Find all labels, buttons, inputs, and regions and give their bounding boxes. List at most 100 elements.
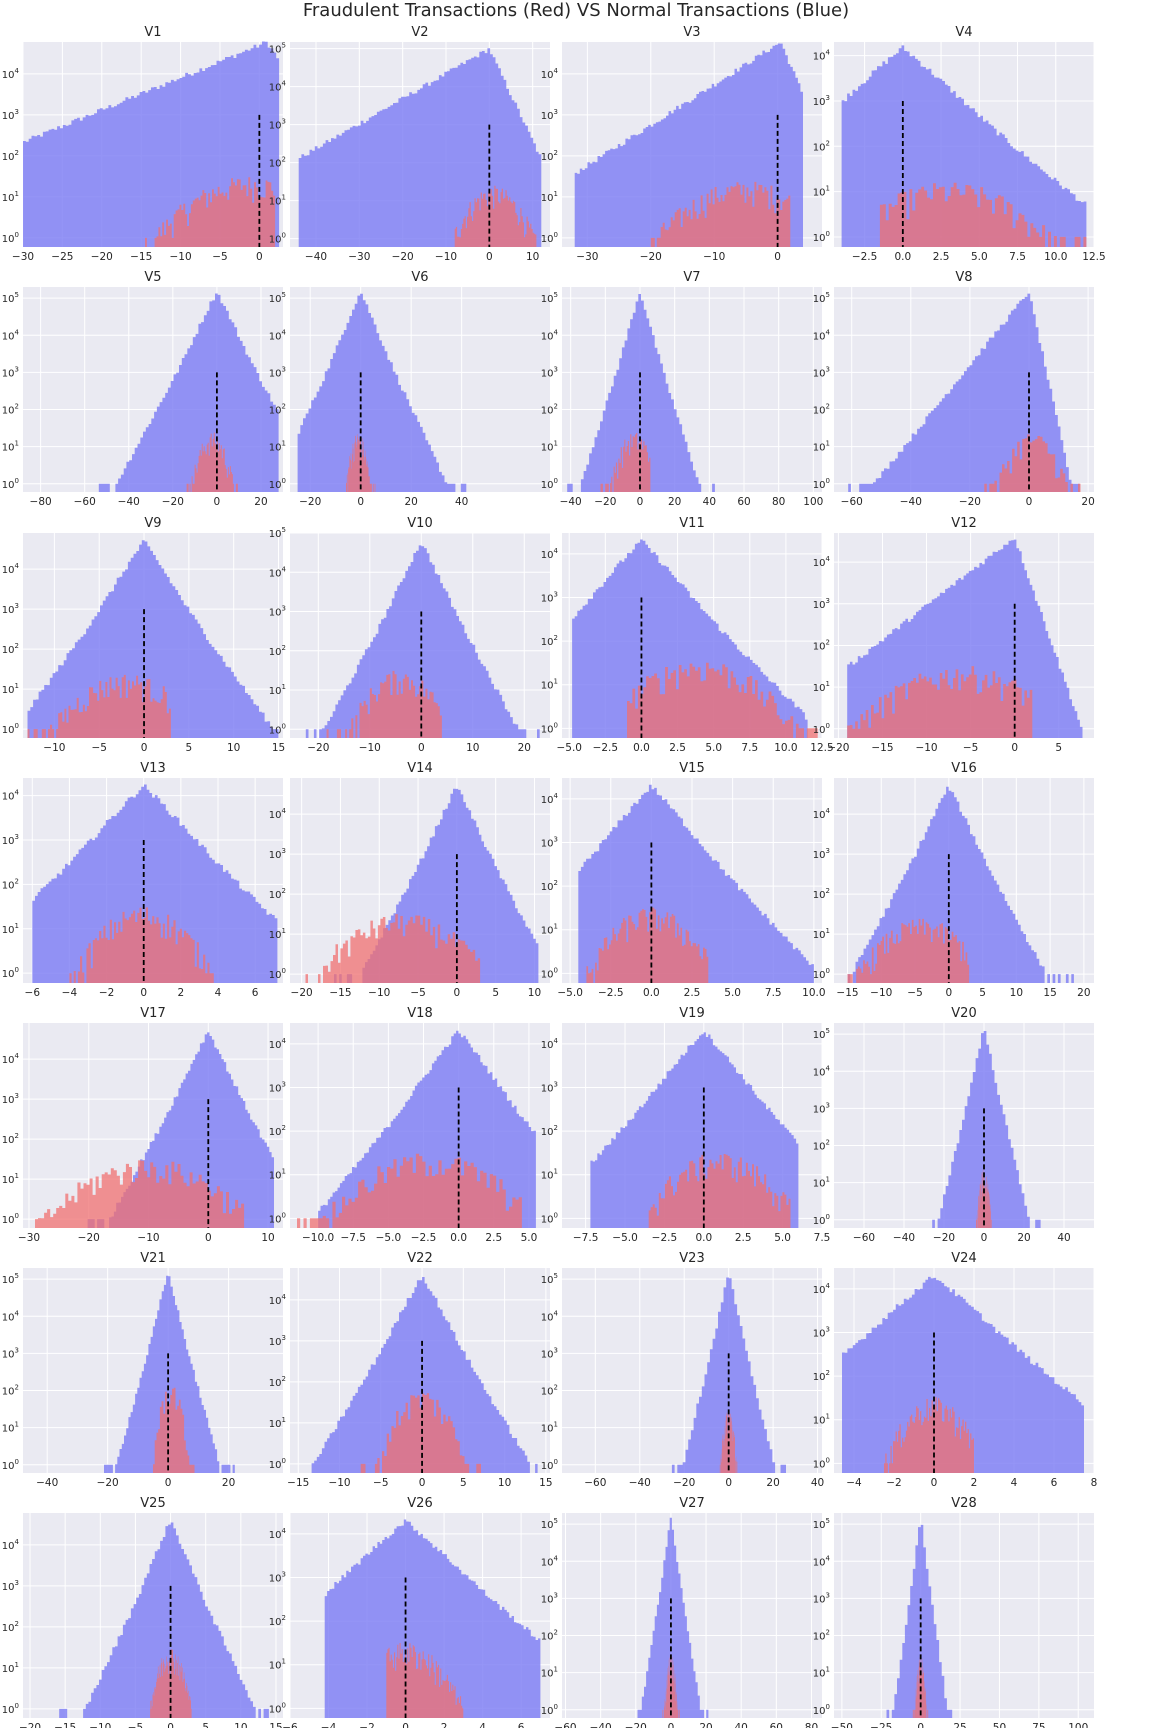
x-tick-label: 100	[1068, 1722, 1088, 1728]
x-tick-label: 6	[518, 1722, 525, 1728]
subplot-v28: 100 101 102 103 104 105 −50 −25 0 25 50 75 100 V28	[813, 1496, 1094, 1728]
y-tick-label: 104	[269, 1037, 287, 1051]
y-tick-label: 102	[541, 1384, 558, 1398]
x-tick-label: 10	[261, 1232, 274, 1244]
x-tick-label: −2.5	[852, 251, 878, 263]
x-tick-label: −20	[392, 251, 414, 263]
y-tick-label: 102	[2, 1620, 19, 1634]
y-tick-label: 104	[813, 555, 831, 569]
x-tick-label: −5	[410, 987, 425, 999]
y-tick-label: 103	[2, 833, 19, 847]
plot-area	[834, 1513, 1094, 1718]
x-tick-label: −10	[169, 251, 191, 263]
y-tick-label: 102	[2, 403, 19, 417]
normal-histogram	[297, 293, 467, 492]
normal-histogram	[637, 1517, 709, 1718]
subplot-title: V24	[951, 1251, 976, 1266]
subplot-v17: 100 101 102 103 104 −30 −20 −10 0 10 V17	[2, 1006, 283, 1244]
x-tick-label: −5	[963, 742, 978, 754]
x-tick-label: 4	[215, 987, 222, 999]
y-tick-label: 103	[541, 1346, 558, 1360]
y-tick-label: 104	[269, 328, 287, 342]
x-tick-label: 7.5	[814, 1232, 831, 1244]
subplot-v24: 100 101 102 103 104 −4 −2 0 2 4 6 8 V24	[813, 1251, 1098, 1489]
subplot-v26: 100 101 102 103 104 −6 −4 −2 0 2 4 6 V26	[269, 1496, 550, 1728]
x-tick-label: 10.0	[1044, 251, 1067, 263]
y-tick-label: 102	[269, 403, 286, 417]
x-tick-label: 2.5	[485, 1232, 502, 1244]
y-tick-label: 100	[269, 1701, 286, 1715]
y-tick-label: 104	[541, 328, 559, 342]
x-tick-label: 5.0	[971, 251, 988, 263]
y-tick-label: 100	[541, 1458, 558, 1472]
x-tick-label: 0.0	[633, 742, 650, 754]
x-tick-label: 20	[668, 496, 681, 508]
x-tick-label: 2	[178, 987, 185, 999]
y-tick-label: 101	[269, 1658, 286, 1672]
y-tick-label: 100	[269, 722, 286, 736]
y-tick-label: 104	[269, 1527, 287, 1541]
x-tick-label: −5	[373, 1477, 388, 1489]
subplot-title: V27	[679, 1496, 704, 1511]
y-tick-label: 101	[2, 682, 19, 696]
y-tick-label: 104	[541, 792, 559, 806]
y-tick-label: 100	[269, 1457, 286, 1471]
subplot-title: V21	[140, 1251, 165, 1266]
subplot-v3: 100 101 102 103 104 −30 −20 −10 0 V3	[541, 25, 822, 263]
fraud-histogram	[153, 1387, 195, 1473]
y-tick-label: 103	[541, 1591, 558, 1605]
y-tick-label: 101	[2, 922, 19, 936]
normal-histogram	[848, 293, 1080, 492]
y-tick-label: 103	[541, 835, 558, 849]
subplot-title: V12	[951, 516, 976, 531]
y-tick-label: 102	[541, 634, 558, 648]
subplot-title: V2	[411, 25, 428, 40]
x-tick-label: 0	[140, 987, 147, 999]
fraud-histogram	[145, 177, 276, 247]
x-tick-label: −10.0	[302, 1232, 334, 1244]
y-tick-label: 104	[269, 80, 287, 94]
x-tick-label: 60	[737, 496, 750, 508]
x-tick-label: 0.0	[643, 987, 660, 999]
y-tick-label: 104	[813, 1064, 831, 1078]
x-tick-label: 5	[492, 987, 499, 999]
x-tick-label: 12.5	[810, 742, 833, 754]
y-tick-label: 104	[269, 565, 287, 579]
y-tick-label: 100	[2, 1458, 19, 1472]
subplot-v18: 100 101 102 103 104 −10.0 −7.5 −5.0 −2.5 0.0 2.5 5.…	[269, 1006, 550, 1244]
x-tick-label: 15	[272, 742, 285, 754]
y-tick-label: 100	[269, 1211, 286, 1225]
x-tick-label: −60	[853, 1232, 875, 1244]
y-tick-label: 101	[269, 1416, 286, 1430]
y-tick-label: 101	[813, 680, 830, 694]
subplot-v19: 100 101 102 103 104 −7.5 −5.0 −2.5 0.0 2.5 5.0 7.5 V…	[541, 1006, 831, 1244]
y-tick-label: 103	[269, 1570, 286, 1584]
x-tick-label: 80	[805, 1722, 818, 1728]
x-tick-label: −40	[900, 496, 922, 508]
x-tick-label: 5.0	[724, 987, 741, 999]
subplot-title: V17	[140, 1006, 165, 1021]
normal-histogram	[32, 784, 278, 983]
x-tick-label: 5.0	[521, 1232, 538, 1244]
y-tick-label: 103	[269, 118, 286, 132]
subplot-title: V3	[683, 25, 700, 40]
x-tick-label: −6	[25, 987, 41, 999]
x-tick-label: −15	[130, 251, 152, 263]
x-tick-label: 0	[725, 1477, 732, 1489]
x-tick-label: 15	[269, 1722, 282, 1728]
y-tick-label: 102	[269, 156, 286, 170]
x-tick-label: 0	[917, 1722, 924, 1728]
subplot-title: V7	[683, 270, 700, 285]
x-tick-label: −30	[576, 251, 598, 263]
x-tick-label: 5.0	[705, 742, 722, 754]
x-tick-label: −20	[162, 496, 184, 508]
x-tick-label: 75	[1032, 1722, 1045, 1728]
y-tick-label: 102	[269, 1375, 286, 1389]
y-tick-label: 103	[269, 1080, 286, 1094]
fraud-histogram	[847, 666, 1033, 738]
x-tick-label: 0	[1026, 496, 1033, 508]
x-tick-label: −50	[831, 1722, 853, 1728]
y-tick-label: 101	[541, 1666, 558, 1680]
fraud-histogram	[27, 674, 171, 738]
x-tick-label: −2	[886, 1477, 901, 1489]
